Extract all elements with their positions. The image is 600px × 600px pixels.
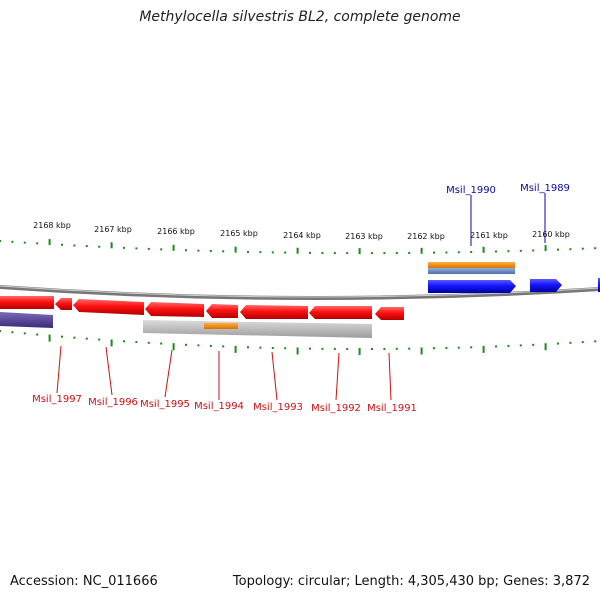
gene-msil-1993-shape[interactable]	[240, 305, 308, 319]
genome-backbone	[0, 285, 600, 301]
gene-msil-1994-shape[interactable]	[206, 304, 238, 318]
label-msil-1989: Msil_1989	[520, 183, 570, 194]
label-msil-1994: Msil_1994	[194, 401, 244, 412]
label-msil-1997: Msil_1997	[32, 394, 82, 405]
orange-feature-forward	[428, 262, 515, 268]
kbp-label: 2166 kbp	[157, 227, 195, 236]
kbp-label: 2162 kbp	[407, 232, 445, 241]
inner-tick-ring	[0, 330, 597, 355]
label-msil-1993: Msil_1993	[253, 402, 303, 413]
label-msil-1995: Msil_1995	[140, 399, 190, 410]
genome-summary-text: Topology: circular; Length: 4,305,430 bp…	[232, 574, 590, 589]
gene-msil-1996-shape[interactable]	[73, 299, 144, 315]
gene-msil-1992-shape[interactable]	[309, 306, 372, 319]
kbp-scale-labels: 2168 kbp 2167 kbp 2166 kbp 2165 kbp 2164 kbp…	[33, 221, 570, 241]
gray-feature-reverse	[143, 320, 372, 338]
leader-msil-1996	[105, 346, 113, 396]
leader-msil-1992	[335, 352, 340, 401]
gene-reverse-small[interactable]	[55, 298, 72, 310]
gene-reverse-left-edge[interactable]	[0, 296, 54, 309]
accession-text: Accession: NC_011666	[10, 574, 158, 589]
gene-msil-1995-shape[interactable]	[145, 302, 204, 317]
label-msil-1990: Msil_1990	[446, 185, 496, 196]
leader-msil-1995	[164, 349, 173, 398]
leader-msil-1993	[271, 351, 278, 401]
label-msil-1996: Msil_1996	[88, 397, 138, 408]
kbp-label: 2160 kbp	[532, 230, 570, 239]
map-title: Methylocella silvestris BL2, complete ge…	[139, 9, 461, 25]
gene-msil-1991-shape[interactable]	[375, 307, 404, 320]
kbp-label: 2167 kbp	[94, 225, 132, 234]
purple-feature-reverse	[0, 312, 53, 328]
steelblue-feature-forward	[428, 268, 515, 274]
kbp-label: 2164 kbp	[283, 231, 321, 240]
orange-feature-reverse	[204, 323, 238, 329]
kbp-label: 2168 kbp	[33, 221, 71, 230]
gene-msil-1989[interactable]	[530, 279, 562, 292]
kbp-label: 2165 kbp	[220, 229, 258, 238]
label-msil-1992: Msil_1992	[311, 403, 361, 414]
outer-tick-ring	[0, 239, 597, 255]
genome-backbone-highlight	[0, 285, 600, 298]
leader-msil-1997	[56, 345, 62, 394]
gene-msil-1990[interactable]	[428, 280, 516, 293]
kbp-label: 2161 kbp	[470, 231, 508, 240]
leader-msil-1991	[388, 352, 392, 401]
label-msil-1991: Msil_1991	[367, 403, 417, 414]
kbp-label: 2163 kbp	[345, 232, 383, 241]
